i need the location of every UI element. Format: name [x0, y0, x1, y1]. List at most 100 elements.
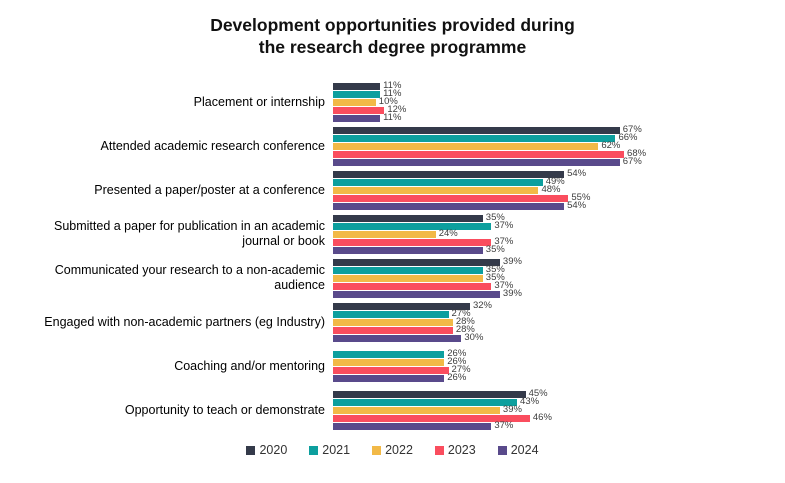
- bar-value-label-2023: 28%: [455, 324, 475, 335]
- bar-line-2021: 37%: [333, 221, 513, 230]
- legend-swatch-icon-2020: [246, 445, 256, 455]
- category-label: Coaching and/or mentoring: [174, 358, 325, 373]
- bar-line-2023: 37%: [333, 237, 513, 246]
- bar-group: 67% 66% 62% 68% 67%: [333, 125, 646, 167]
- bar-line-2021: 43%: [333, 396, 552, 407]
- bar-2024: [333, 114, 381, 122]
- bar-2022: [333, 230, 436, 238]
- bar-line-2022: 62%: [333, 141, 646, 150]
- legend-label-2020: 2020: [259, 443, 288, 457]
- bar-group: 35% 37% 24% 37% 35%: [333, 213, 513, 254]
- bar-line-2023: 12%: [333, 104, 407, 115]
- bar-value-label-2024: 26%: [447, 372, 467, 383]
- bar-2020: [333, 170, 565, 178]
- bar-line-2022: 24%: [333, 229, 513, 238]
- bar-2024: [333, 334, 462, 342]
- bar-value-label-2022: 26%: [447, 356, 467, 367]
- legend-swatch-icon-2024: [497, 445, 507, 455]
- bar-line-2024: 11%: [333, 112, 406, 123]
- bar-2022: [333, 186, 539, 194]
- bar-2021: [333, 178, 543, 186]
- bar-2022: [333, 274, 483, 282]
- bar-2020: [333, 126, 620, 134]
- bar-line-2024: 37%: [333, 420, 552, 431]
- plot-area: Placement or internship 11% 11% 10% 12% 11% At…: [28, 80, 758, 432]
- chart-row: Opportunity to teach or demonstrate 45% 43…: [28, 388, 758, 432]
- bar-line-2020: 45%: [333, 388, 552, 399]
- legend-item-2022: 2022: [372, 443, 413, 457]
- bar-value-label-2024: 54%: [567, 200, 587, 211]
- bar-value-label-2021: 43%: [520, 396, 540, 407]
- legend-swatch-icon-2021: [309, 445, 319, 455]
- bar-2020: [333, 390, 526, 398]
- bar-line-2022: 28%: [333, 317, 492, 326]
- bar-2024: [333, 422, 492, 430]
- chart-row: Coaching and/or mentoring 26% 26% 27% 26%: [28, 344, 758, 388]
- bar-value-label-2023: 37%: [494, 280, 514, 291]
- legend-label-2024: 2024: [510, 443, 539, 457]
- bar-line-2023: 37%: [333, 280, 522, 291]
- bar-2020: [333, 82, 381, 90]
- bar-line-2021: 66%: [333, 132, 646, 143]
- bar-2020: [333, 258, 500, 266]
- chart-row: Placement or internship 11% 11% 10% 12% 11%: [28, 80, 758, 124]
- bar-value-label-2024: 67%: [622, 156, 642, 167]
- bar-2020: [333, 302, 470, 310]
- legend-swatch-icon-2023: [434, 445, 444, 455]
- legend-label-2022: 2022: [385, 443, 413, 457]
- legend-item-2024: 2024: [497, 443, 539, 457]
- bar-line-2023: 46%: [333, 413, 552, 422]
- category-label: Attended academic research conference: [100, 138, 325, 153]
- bar-group: 54% 49% 48% 55% 54%: [333, 168, 590, 211]
- bar-value-label-2021: 26%: [447, 348, 467, 359]
- bar-line-2024: 35%: [333, 245, 513, 254]
- bar-2021: [333, 398, 518, 406]
- bar-2022: [333, 406, 500, 414]
- bar-line-2022: 10%: [333, 97, 406, 106]
- bar-value-label-2022: 39%: [502, 404, 522, 415]
- chart-title-line-1: Development opportunities provided durin…: [210, 15, 575, 35]
- chart-title: Development opportunities provided durin…: [158, 14, 628, 59]
- bar-line-2021: 49%: [333, 177, 590, 186]
- bar-2024: [333, 246, 483, 254]
- bar-line-2023: 68%: [333, 149, 646, 158]
- bar-line-2020: 11%: [333, 80, 406, 91]
- bar-value-label-2024: 30%: [464, 332, 484, 343]
- bar-line-2024: 39%: [333, 289, 522, 298]
- bar-group: 32% 27% 28% 28% 30%: [333, 301, 492, 343]
- bar-2024: [333, 202, 565, 210]
- bar-value-label-2021: 66%: [618, 132, 638, 143]
- bar-2022: [333, 318, 453, 326]
- bar-group: 26% 26% 27% 26%: [333, 348, 471, 383]
- category-label: Presented a paper/poster at a conference: [94, 182, 325, 197]
- legend-item-2021: 2021: [309, 443, 350, 457]
- bar-2024: [333, 290, 500, 298]
- bar-2022: [333, 358, 445, 366]
- bar-line-2021: 26%: [333, 348, 471, 359]
- bar-2021: [333, 222, 492, 230]
- bar-value-label-2020: 45%: [528, 388, 548, 399]
- legend-label-2023: 2023: [447, 443, 476, 457]
- legend-label-2021: 2021: [322, 443, 351, 457]
- bar-line-2022: 35%: [333, 273, 522, 282]
- bar-line-2020: 54%: [333, 168, 590, 179]
- bar-2021: [333, 134, 616, 142]
- chart-row: Attended academic research conference 67%…: [28, 124, 758, 168]
- bar-2021: [333, 310, 449, 318]
- bar-2023: [333, 150, 625, 158]
- bar-group: 45% 43% 39% 46% 37%: [333, 388, 552, 431]
- bar-2020: [333, 214, 483, 222]
- category-label: Submitted a paper for publication in an …: [54, 219, 325, 248]
- bar-value-label-2023: 27%: [451, 364, 471, 375]
- bar-line-2022: 39%: [333, 404, 552, 415]
- bar-line-2020: 39%: [333, 257, 522, 266]
- bar-value-label-2024: 37%: [494, 420, 514, 431]
- bar-2022: [333, 98, 376, 106]
- bar-value-label-2020: 11%: [383, 80, 402, 91]
- bar-value-label-2020: 54%: [567, 168, 587, 179]
- bar-value-label-2024: 11%: [383, 112, 402, 123]
- bar-value-label-2021: 11%: [383, 88, 402, 99]
- bar-value-label-2023: 12%: [387, 104, 407, 115]
- bar-2023: [333, 414, 530, 422]
